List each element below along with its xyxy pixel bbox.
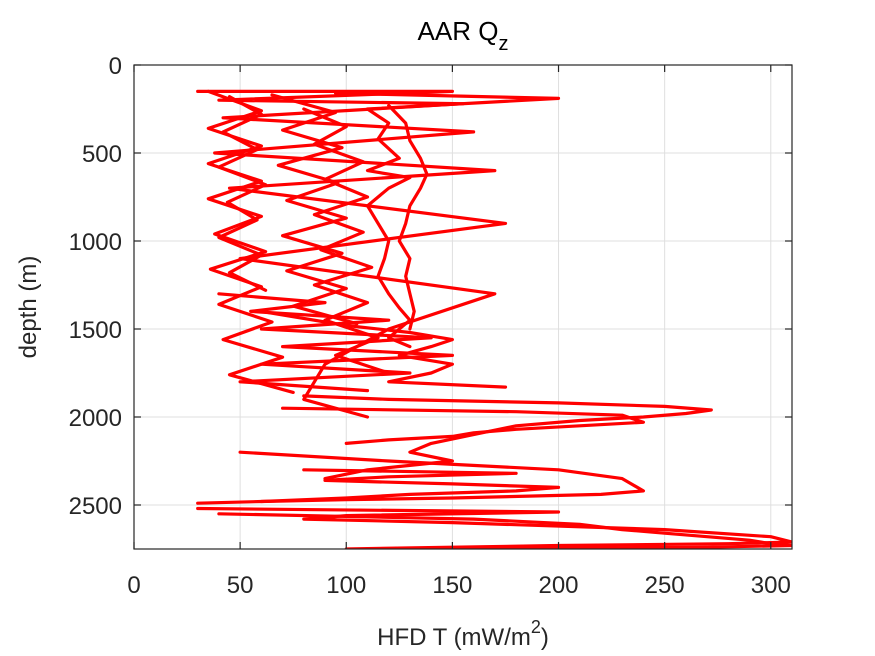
grid	[133, 64, 792, 549]
y-tick-label: 2000	[69, 405, 122, 432]
plot-frame	[133, 64, 793, 550]
y-axis-label: depth (m)	[15, 256, 42, 359]
series-lines	[196, 89, 792, 549]
y-tick-label: 1500	[69, 317, 122, 344]
x-tick-label: 200	[538, 572, 578, 599]
x-tick-label: 150	[432, 572, 472, 599]
series-line-4	[334, 91, 561, 349]
series-line-14	[270, 93, 359, 326]
y-tick-label: 2500	[69, 493, 122, 520]
series-line-13	[217, 95, 268, 292]
series-line-8	[281, 406, 646, 445]
series-line-5	[387, 103, 429, 331]
y-tick-label: 1000	[69, 229, 122, 256]
y-tick-label: 500	[82, 141, 122, 168]
series-line-6	[259, 309, 508, 389]
series-line-11	[196, 506, 792, 549]
series-line-2	[206, 89, 295, 394]
x-tick-labels: 0 50 100 150 200 250 300	[127, 572, 790, 599]
x-tick-label: 0	[127, 572, 140, 599]
x-tick-label: 250	[645, 572, 685, 599]
y-tick-labels: 0 500 1000 1500 2000 2500	[69, 53, 122, 520]
x-axis-label: HFD T (mW/m2)	[377, 617, 549, 651]
x-tick-label: 100	[326, 572, 366, 599]
x-tick-label: 300	[751, 572, 791, 599]
x-tick-label: 50	[227, 572, 254, 599]
series-line-10	[259, 468, 561, 504]
tick-marks	[133, 64, 792, 549]
y-tick-label: 0	[109, 53, 122, 80]
series-line-15	[217, 292, 454, 393]
series-line-3	[302, 107, 391, 375]
series-line-7	[302, 394, 713, 481]
chart-title: AAR Qz	[418, 16, 509, 55]
